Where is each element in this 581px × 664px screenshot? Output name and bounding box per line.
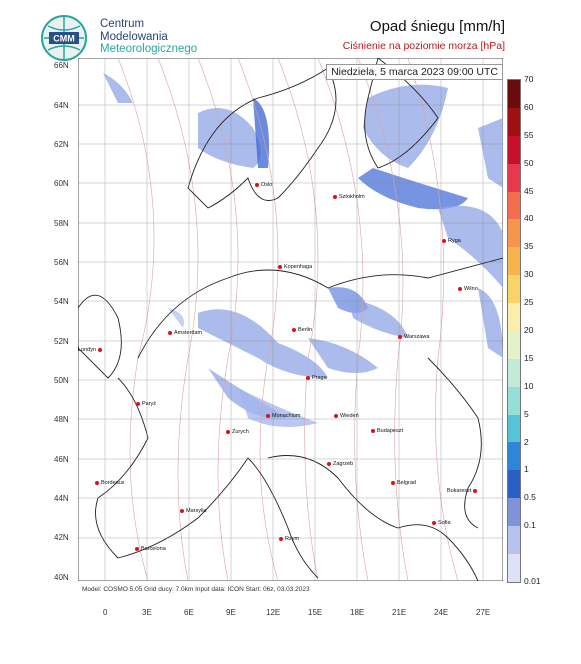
city-label: Oslo — [255, 182, 272, 188]
lat-label: 66N — [54, 61, 69, 70]
lat-label: 62N — [54, 140, 69, 149]
colorbar-label: 60 — [524, 101, 534, 112]
city-label: Marsylia — [180, 508, 206, 514]
city-label: Bukareszt — [447, 488, 479, 494]
city-label: Belgrad — [391, 480, 416, 486]
city-label: Kopenhaga — [278, 264, 312, 270]
city-label: Wilno — [458, 286, 478, 292]
lat-label: 40N — [54, 573, 69, 582]
lat-label: 52N — [54, 337, 69, 346]
lat-label: 60N — [54, 179, 69, 188]
colorbar-segment — [508, 80, 520, 108]
colorbar-segment — [508, 330, 520, 359]
colorbar-segment — [508, 553, 520, 582]
colorbar-label: 0.01 — [524, 576, 541, 586]
city-label: Barcelona — [135, 546, 166, 552]
colorbar-label: 1 — [524, 464, 529, 475]
city-label: Ryga — [442, 238, 461, 244]
colorbar-label: 2 — [524, 436, 529, 447]
map-subtitle: Ciśnienie na poziomie morza [hPa] — [342, 40, 505, 52]
logo: CMM Centrum Modelowania Meteorologiczneg… — [40, 14, 220, 62]
city-label: Sztokholm — [333, 194, 365, 200]
colorbar-segment — [508, 191, 520, 220]
coastlines — [78, 58, 503, 581]
colorbar-label: 30 — [524, 269, 534, 280]
lon-label: 0 — [103, 608, 108, 617]
lat-label: 42N — [54, 533, 69, 542]
colorbar-label: 15 — [524, 352, 534, 363]
colorbar-label: 35 — [524, 241, 534, 252]
lat-label: 48N — [54, 415, 69, 424]
logo-line-3: Meteorologicznego — [100, 43, 198, 55]
lat-label: 44N — [54, 494, 69, 503]
city-label: Zagrzeb — [327, 461, 353, 467]
forecast-datetime: Niedziela, 5 marca 2023 09:00 UTC — [326, 64, 503, 80]
logo-line-2: Modelowania — [100, 30, 168, 43]
colorbar-label: 50 — [524, 157, 534, 168]
colorbar-segment — [508, 275, 520, 303]
snow-patches — [103, 73, 503, 427]
colorbar-label: 0.5 — [524, 492, 536, 503]
lon-label: 15E — [308, 608, 323, 617]
city-label: Warszawa — [398, 334, 429, 340]
colorbar-segment — [508, 247, 520, 276]
lat-label: 58N — [54, 219, 69, 228]
map-area — [78, 58, 503, 581]
lat-label: 64N — [54, 101, 69, 110]
logo-line-1: Centrum — [100, 18, 145, 30]
city-label: Zurych — [226, 429, 249, 435]
city-label: Paryż — [136, 401, 156, 407]
colorbar-segment — [508, 470, 520, 499]
lon-label: 3E — [142, 608, 152, 617]
logo-globe-icon: CMM — [41, 15, 87, 61]
city-label: Wiedeń — [334, 413, 359, 419]
colorbar — [507, 79, 521, 583]
lat-label: 54N — [54, 297, 69, 306]
colorbar-label: 20 — [524, 325, 534, 335]
city-label: Berlin — [292, 327, 312, 333]
city-label: Monachium — [266, 413, 300, 419]
colorbar-label: 45 — [524, 185, 534, 196]
city-label: Sofia — [432, 520, 451, 526]
lon-label: 9E — [226, 608, 236, 617]
colorbar-segment — [508, 442, 520, 471]
model-info-footer: Model: COSMO 5.05 Grid ducy: 7.0km Input… — [82, 586, 310, 593]
colorbar-segment — [508, 526, 520, 554]
lon-label: 6E — [184, 608, 194, 617]
graticule — [78, 58, 503, 581]
lon-label: 27E — [476, 608, 491, 617]
colorbar-segment — [508, 219, 520, 248]
colorbar-segment — [508, 498, 520, 526]
colorbar-segment — [508, 163, 520, 192]
lon-label: 12E — [266, 608, 281, 617]
lon-label: 24E — [434, 608, 449, 617]
colorbar-segment — [508, 414, 520, 443]
lon-label: 21E — [392, 608, 407, 617]
city-label: Rzym — [279, 536, 299, 542]
logo-mark-text: CMM — [53, 34, 75, 44]
city-label: Londyn — [78, 347, 104, 353]
lat-label: 50N — [54, 376, 69, 385]
colorbar-segment — [508, 386, 520, 415]
colorbar-segment — [508, 107, 520, 136]
colorbar-label: 70 — [524, 74, 534, 84]
city-label: Amsterdam — [168, 330, 202, 336]
colorbar-segment — [508, 358, 520, 387]
colorbar-segment — [508, 303, 520, 331]
city-label: Praga — [306, 375, 327, 381]
colorbar-label: 5 — [524, 408, 529, 419]
colorbar-label: 25 — [524, 297, 534, 308]
map-title: Opad śniegu [mm/h] — [369, 18, 505, 35]
colorbar-label: 40 — [524, 213, 534, 224]
city-label: Budapeszt — [371, 428, 403, 434]
lat-label: 46N — [54, 455, 69, 464]
colorbar-label: 55 — [524, 129, 534, 140]
colorbar-label: 10 — [524, 380, 534, 391]
lon-label: 18E — [350, 608, 365, 617]
colorbar-segment — [508, 135, 520, 164]
colorbar-label: 0.1 — [524, 520, 536, 531]
city-label: Bordeaux — [95, 480, 125, 486]
logo-text: Centrum Modelowania Meteorologicznego — [100, 18, 197, 56]
lat-label: 56N — [54, 258, 69, 267]
